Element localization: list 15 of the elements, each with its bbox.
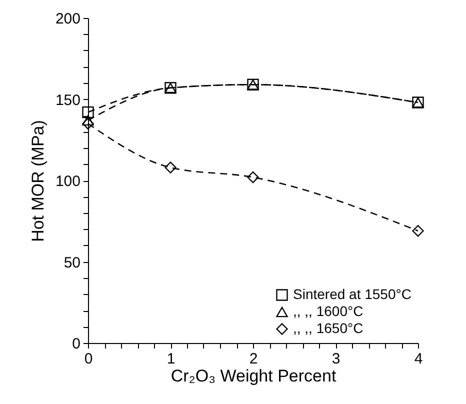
x-tick-label: 3 [332,350,340,368]
x-tick-label: 4 [414,350,423,368]
y-tick-label: 150 [55,92,80,109]
y-tick-label: 100 [55,173,80,190]
legend-label: ,, ,, 1650°C [293,320,364,336]
x-tick-label: 1 [166,350,176,368]
y-axis-title: Hot MOR (MPa) [28,120,48,242]
legend-label: ,, ,, 1600°C [293,303,364,319]
x-axis-title: Cr₂O₃ Weight Percent [170,366,336,386]
y-tick-label: 0 [72,336,80,352]
x-tick-label: 2 [249,350,258,368]
y-tick-label: 50 [64,254,80,272]
x-tick-label: 0 [84,350,93,368]
legend-label: Sintered at 1550°C [293,286,412,302]
y-tick-label: 200 [55,10,80,28]
